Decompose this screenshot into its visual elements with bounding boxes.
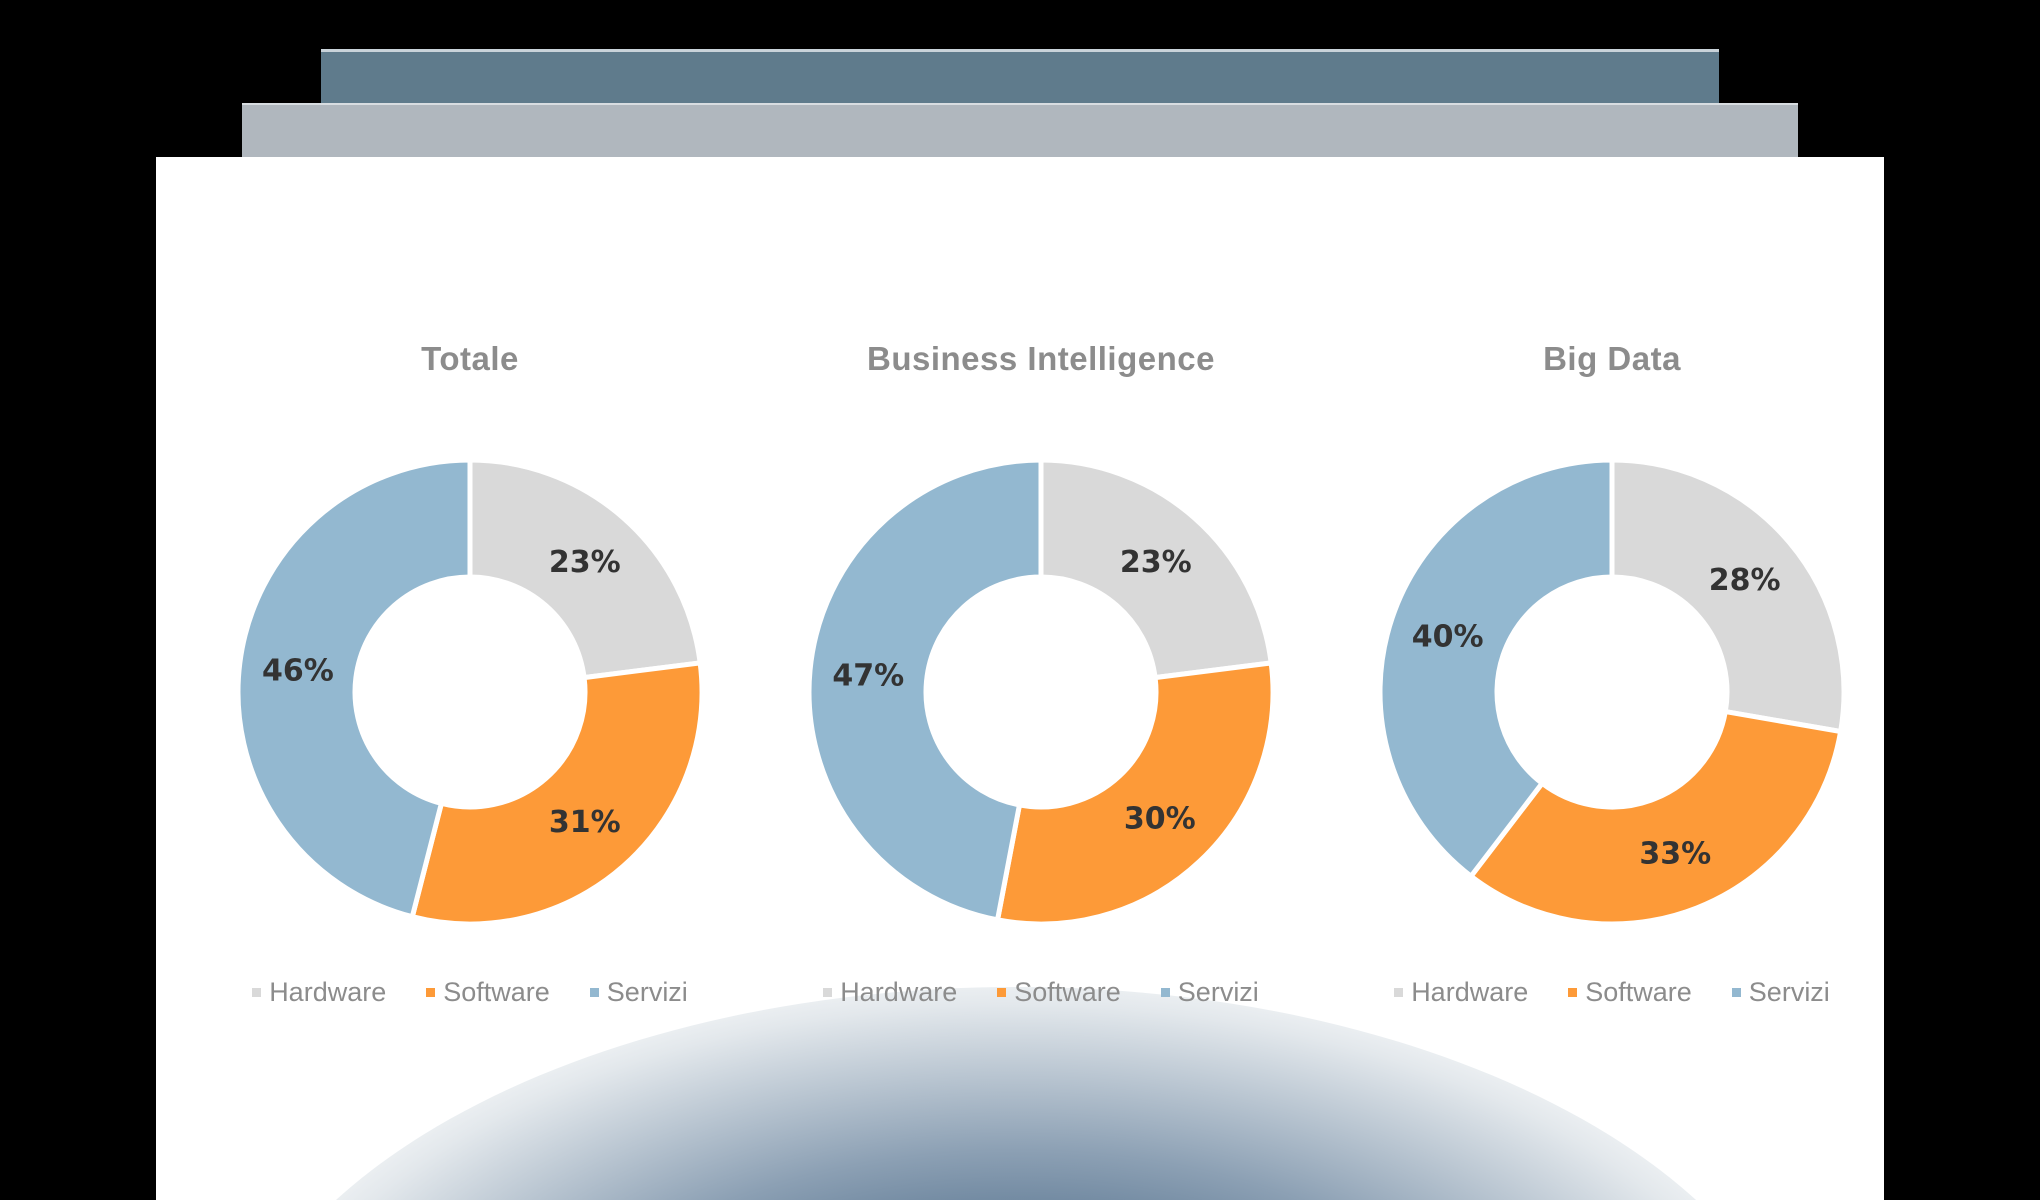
header-bar-dark <box>321 49 1719 104</box>
legend-item-hardware: Hardware <box>1394 977 1528 1008</box>
donut-chart: 23% 30% 47% <box>806 457 1276 927</box>
slice-label: 46% <box>262 653 334 688</box>
donut-slice-servizi <box>1377 457 1615 880</box>
legend-swatch-icon <box>997 988 1007 997</box>
legend-item-software: Software <box>426 977 550 1008</box>
donut-chart: 28% 33% 40% <box>1377 457 1847 927</box>
slice-label: 28% <box>1709 563 1781 598</box>
legend-item-software: Software <box>997 977 1121 1008</box>
donut-chart: 23% 31% 46% <box>235 457 705 927</box>
slice-label: 31% <box>549 805 621 840</box>
legend-swatch-icon <box>1731 988 1741 997</box>
legend-swatch-icon <box>823 988 833 997</box>
donut-slice-software <box>1467 708 1844 927</box>
charts-panel: Totale 23% 31% 46% Hardware Software Servizi… <box>156 157 1884 1200</box>
chart-totale: Totale 23% 31% 46% Hardware Software Servizi <box>190 157 750 1037</box>
donut-slice-software <box>409 660 705 927</box>
donut-slice-hardware <box>1609 457 1847 735</box>
slice-label: 40% <box>1412 619 1484 654</box>
legend-item-servizi: Servizi <box>1731 977 1830 1008</box>
chart-title: Totale <box>421 340 519 377</box>
donut-slice-software <box>994 660 1276 927</box>
donut-slice-hardware <box>467 457 703 681</box>
chart-business-intelligence: Business Intelligence 23% 30% 47% Hardware… <box>761 157 1321 1037</box>
legend-swatch-icon <box>1568 988 1578 997</box>
legend-label: Software <box>1014 977 1121 1007</box>
legend-label: Servizi <box>1748 977 1830 1007</box>
legend-swatch-icon <box>589 988 599 997</box>
legend-swatch-icon <box>1394 988 1404 997</box>
donut-slice-servizi <box>806 457 1044 923</box>
legend-label: Hardware <box>1411 977 1529 1007</box>
legend-label: Servizi <box>606 977 688 1007</box>
slice-label: 23% <box>549 545 621 580</box>
legend-swatch-icon <box>252 988 262 997</box>
slice-label: 30% <box>1124 801 1196 836</box>
legend-label: Hardware <box>269 977 387 1007</box>
legend-item-servizi: Servizi <box>1160 977 1259 1008</box>
legend-label: Software <box>1585 977 1692 1007</box>
legend-label: Hardware <box>840 977 958 1007</box>
slice-label: 33% <box>1639 837 1711 872</box>
chart-title: Big Data <box>1543 340 1681 377</box>
chart-legend: Hardware Software Servizi <box>190 977 750 1008</box>
legend-item-servizi: Servizi <box>589 977 688 1008</box>
legend-label: Software <box>443 977 550 1007</box>
slice-label: 23% <box>1120 545 1192 580</box>
legend-swatch-icon <box>426 988 436 997</box>
legend-item-hardware: Hardware <box>252 977 386 1008</box>
slice-label: 47% <box>832 659 904 694</box>
header-bar-light <box>242 103 1798 158</box>
chart-legend: Hardware Software Servizi <box>761 977 1321 1008</box>
legend-swatch-icon <box>1160 988 1170 997</box>
chart-legend: Hardware Software Servizi <box>1332 977 1884 1008</box>
legend-item-hardware: Hardware <box>823 977 957 1008</box>
legend-item-software: Software <box>1568 977 1692 1008</box>
chart-big-data: Big Data 28% 33% 40% Hardware Software Servi… <box>1332 157 1884 1037</box>
donut-slice-hardware <box>1038 457 1274 681</box>
donut-slice-servizi <box>235 457 473 920</box>
chart-title: Business Intelligence <box>867 340 1215 377</box>
legend-label: Servizi <box>1177 977 1259 1007</box>
